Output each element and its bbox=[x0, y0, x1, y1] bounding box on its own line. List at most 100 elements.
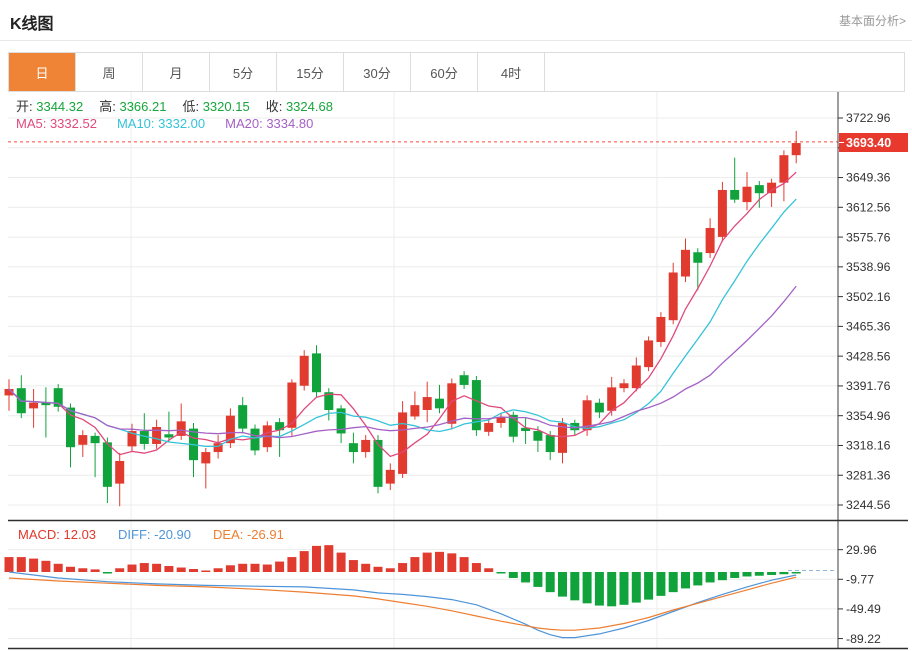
macd-bar bbox=[213, 568, 223, 572]
macd-bar bbox=[619, 572, 629, 605]
macd-bar bbox=[521, 572, 531, 583]
candle-body bbox=[668, 272, 678, 321]
macd-bar bbox=[594, 572, 604, 606]
macd-bar bbox=[570, 572, 580, 601]
macd-bar bbox=[102, 572, 112, 574]
page-header: K线图 基本面分析> bbox=[0, 0, 912, 41]
candle-body bbox=[447, 383, 457, 424]
macd-bar bbox=[607, 572, 617, 607]
candle-body bbox=[250, 428, 260, 451]
tab-interval-0[interactable]: 日 bbox=[9, 53, 76, 91]
candle-body bbox=[348, 443, 358, 453]
candle-body bbox=[299, 355, 309, 386]
ohlc-label: 低: bbox=[182, 99, 200, 114]
macd-bar bbox=[385, 568, 395, 572]
candle-body bbox=[533, 431, 543, 441]
candle-body bbox=[631, 365, 641, 389]
macd-bar bbox=[656, 572, 666, 596]
macd-bar bbox=[398, 563, 408, 572]
tab-interval-3[interactable]: 5分 bbox=[210, 53, 277, 91]
candle-body bbox=[398, 412, 408, 474]
ohlc-label: 收: bbox=[265, 99, 283, 114]
macd-bar bbox=[373, 566, 383, 572]
candle-body bbox=[594, 402, 604, 413]
macd-bar bbox=[312, 545, 321, 572]
axis-tick-label: 3538.96 bbox=[846, 260, 891, 274]
tab-interval-2[interactable]: 月 bbox=[143, 53, 210, 91]
tab-interval-5[interactable]: 30分 bbox=[344, 53, 411, 91]
candle-body bbox=[102, 442, 112, 487]
macd-bar bbox=[53, 563, 63, 572]
candle-body bbox=[496, 417, 506, 423]
axis-tick-label: 3722.96 bbox=[846, 111, 891, 125]
candle-body bbox=[238, 405, 248, 429]
macd-bar bbox=[262, 564, 272, 572]
candle-body bbox=[164, 434, 174, 438]
macd-bar bbox=[533, 572, 543, 587]
candle-body bbox=[791, 143, 801, 156]
candle-body bbox=[29, 402, 39, 409]
axis-tick-label: 3575.76 bbox=[846, 230, 891, 244]
macd-bar bbox=[189, 569, 198, 572]
tab-interval-7[interactable]: 4时 bbox=[478, 53, 545, 91]
macd-bar bbox=[631, 572, 641, 603]
axis-tick-label: 3244.56 bbox=[846, 498, 891, 512]
candle-body bbox=[41, 401, 51, 406]
macd-bar bbox=[484, 568, 494, 572]
candle-body bbox=[53, 388, 63, 407]
macd-bar bbox=[717, 572, 727, 581]
candle-body bbox=[459, 375, 469, 385]
candle-body bbox=[176, 421, 186, 436]
macd-bar bbox=[41, 560, 51, 572]
candle-body bbox=[4, 388, 14, 396]
ohlc-value: 3324.68 bbox=[282, 99, 333, 114]
candle-body bbox=[78, 435, 88, 445]
axis-tick-label: 3428.56 bbox=[846, 349, 891, 363]
macd-bar bbox=[127, 564, 137, 572]
macd-legend-item: DEA: -26.91 bbox=[213, 527, 284, 542]
candle-body bbox=[312, 353, 321, 393]
macd-bar bbox=[152, 563, 162, 572]
tab-interval-1[interactable]: 周 bbox=[76, 53, 143, 91]
candle-body bbox=[139, 431, 149, 444]
macd-bar bbox=[496, 572, 506, 574]
tab-interval-4[interactable]: 15分 bbox=[277, 53, 344, 91]
candle-body bbox=[754, 185, 764, 194]
candle-body bbox=[324, 392, 334, 410]
diff-line bbox=[8, 571, 797, 639]
candle-body bbox=[607, 387, 617, 411]
axis-tick-label: -89.22 bbox=[846, 632, 881, 646]
ohlc-label: 高: bbox=[99, 99, 116, 114]
tab-interval-6[interactable]: 60分 bbox=[411, 53, 478, 91]
macd-bar bbox=[225, 565, 235, 572]
macd-bar bbox=[791, 572, 801, 574]
ma10-line bbox=[8, 198, 797, 448]
macd-bar bbox=[422, 552, 432, 572]
axis-tick-label: 29.96 bbox=[846, 543, 877, 557]
candle-body bbox=[410, 405, 420, 417]
macd-bar bbox=[435, 551, 444, 572]
axis-tick-label: 3318.16 bbox=[846, 439, 891, 453]
candle-body bbox=[545, 435, 555, 453]
macd-legend-item: MACD: 12.03 bbox=[18, 527, 97, 542]
macd-bar bbox=[705, 572, 715, 583]
axis-tick-label: 3391.76 bbox=[846, 379, 891, 393]
macd-bar bbox=[66, 566, 75, 572]
macd-bar bbox=[545, 572, 555, 593]
candle-body bbox=[127, 431, 137, 447]
candle-body bbox=[152, 426, 162, 444]
macd-bar bbox=[508, 572, 518, 578]
macd-bar bbox=[299, 551, 309, 572]
macd-bar bbox=[78, 568, 88, 572]
ma-legend: MA5: 3332.52 MA10: 3332.00 MA20: 3334.80 bbox=[16, 116, 333, 131]
candle-body bbox=[558, 422, 567, 453]
candle-body bbox=[767, 182, 777, 194]
macd-bar bbox=[681, 572, 690, 589]
fundamental-analysis-link[interactable]: 基本面分析> bbox=[838, 14, 906, 28]
axis-tick-label: -49.49 bbox=[846, 602, 881, 616]
macd-bar bbox=[176, 567, 186, 572]
macd-bar bbox=[324, 545, 334, 572]
candle-body bbox=[730, 189, 740, 200]
